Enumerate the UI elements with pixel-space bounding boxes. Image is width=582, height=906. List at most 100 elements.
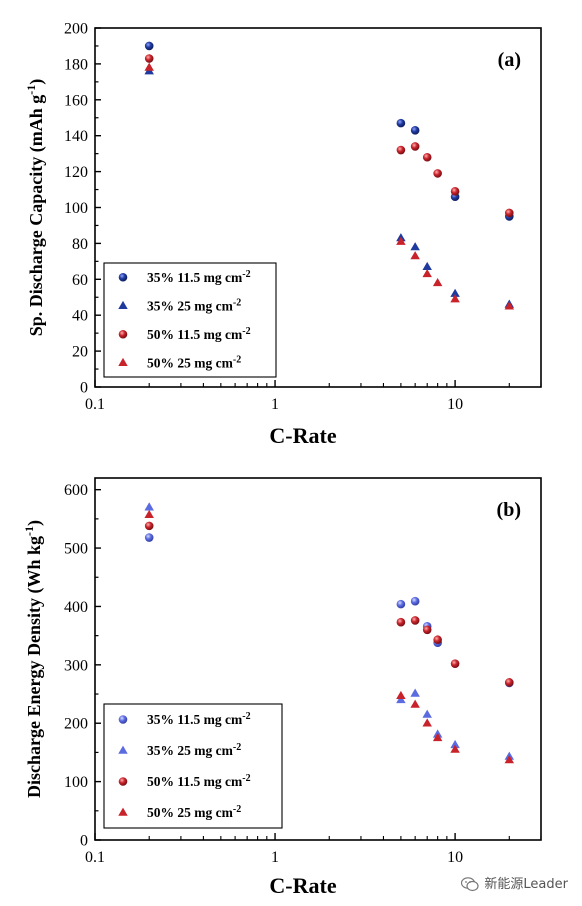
x-axis-label: C-Rate: [269, 873, 336, 898]
data-point: [144, 502, 154, 511]
legend-marker: [118, 807, 128, 816]
legend-label: 35% 11.5 mg cm-2: [147, 711, 251, 728]
y-tick-label: 20: [72, 344, 88, 361]
data-point: [410, 126, 420, 135]
x-tick-label: 0.1: [85, 849, 105, 866]
data-point: [422, 269, 432, 278]
legend-label: 50% 25 mg cm-2: [147, 354, 241, 371]
watermark: 新能源Leader: [461, 873, 568, 892]
data-point: [450, 739, 460, 749]
y-tick-label: 400: [64, 599, 88, 616]
chart-panel-a: 0 20 40 60 80 100 120 140 160 180 200 0.1 1 10 C-Rate S…: [24, 21, 542, 448]
y-axis-label: Discharge Energy Density (Wh kg-1): [22, 520, 45, 798]
y-tick-label: 100: [64, 774, 88, 791]
y-tick-label: 300: [64, 657, 88, 674]
y-tick-label: 120: [64, 164, 88, 181]
data-point: [432, 732, 443, 742]
data-point: [432, 277, 443, 287]
data-point: [410, 596, 420, 606]
data-point: [396, 145, 406, 155]
data-point: [410, 142, 420, 151]
x-tick-label: 1: [271, 849, 279, 866]
legend-label: 35% 11.5 mg cm-2: [147, 268, 251, 285]
data-point: [144, 533, 154, 542]
chart-panel-b: 0 100 200 300 400 500 600 0.1 1 10 C-Rate Discharge…: [22, 477, 542, 898]
data-point: [504, 301, 515, 310]
data-point: [504, 208, 514, 218]
data-point: [504, 755, 515, 764]
data-point: [450, 288, 460, 297]
data-point: [144, 62, 154, 71]
data-point: [410, 242, 420, 251]
data-point: [410, 251, 420, 260]
watermark-text: 新能源Leader: [484, 877, 568, 892]
y-tick-label: 180: [64, 56, 88, 73]
x-tick-label: 0.1: [85, 396, 105, 413]
series-3: [144, 54, 514, 218]
data-point: [410, 616, 420, 625]
y-tick-label: 0: [80, 833, 88, 850]
legend-marker: [118, 745, 128, 754]
legend-box: [103, 703, 283, 829]
data-point: [396, 617, 406, 627]
y-tick-label: 100: [64, 200, 88, 217]
y-tick-label: 60: [72, 272, 88, 289]
series-3: [144, 521, 514, 687]
x-tick-label: 1: [271, 396, 279, 413]
data-point: [450, 744, 460, 753]
data-point: [396, 236, 406, 245]
data-point: [144, 54, 154, 63]
legend: 35% 11.5 mg cm-2 35% 25 mg cm-2 50% 11.5 m…: [103, 703, 283, 829]
x-tick-label: 10: [447, 849, 463, 866]
legend-label: 50% 11.5 mg cm-2: [147, 773, 251, 790]
data-point: [422, 152, 432, 162]
y-tick-label: 0: [80, 380, 88, 397]
plot-frame: [94, 477, 542, 841]
series-4: [144, 509, 515, 764]
data-point: [144, 41, 154, 51]
data-point: [410, 699, 420, 708]
y-tick-label: 160: [64, 92, 88, 109]
data-point: [422, 718, 432, 727]
data-point: [422, 261, 432, 271]
legend-label: 50% 11.5 mg cm-2: [147, 325, 251, 342]
panel-label: (a): [498, 49, 521, 71]
y-tick-label: 80: [72, 236, 88, 253]
legend-label: 35% 25 mg cm-2: [147, 297, 241, 314]
x-tick-label: 10: [447, 396, 463, 413]
y-axis-label: Sp. Discharge Capacity (mAh g-1): [24, 79, 47, 337]
data-point: [433, 169, 442, 178]
y-tick-label: 40: [72, 308, 88, 325]
y-tick-label: 600: [64, 482, 88, 499]
data-point: [410, 688, 420, 697]
data-point: [422, 625, 432, 635]
y-tick-label: 200: [64, 21, 88, 38]
data-point: [396, 690, 406, 700]
data-point: [144, 521, 154, 531]
y-tick-label: 500: [64, 541, 88, 558]
legend-marker: [118, 715, 128, 724]
x-axis-label: C-Rate: [269, 423, 336, 448]
y-tick-label: 140: [64, 128, 88, 145]
data-point: [504, 678, 514, 687]
data-point: [450, 659, 460, 668]
data-point: [450, 187, 460, 196]
legend-marker: [118, 272, 128, 282]
legend-marker: [118, 357, 128, 367]
data-point: [450, 294, 460, 303]
y-tick-label: 200: [64, 716, 88, 733]
legend-label: 35% 25 mg cm-2: [147, 742, 241, 759]
data-point: [396, 694, 406, 704]
series-4: [144, 62, 515, 310]
legend-marker: [118, 329, 128, 339]
legend-label: 50% 25 mg cm-2: [147, 804, 241, 821]
data-point: [422, 709, 432, 718]
data-point: [433, 635, 442, 645]
data-point: [396, 599, 406, 609]
legend-marker: [118, 300, 128, 310]
legend: 35% 11.5 mg cm-2 35% 25 mg cm-2 50% 11.5 m…: [103, 262, 277, 378]
wechat-icon: [461, 877, 480, 892]
data-point: [396, 118, 406, 128]
legend-box: [103, 262, 277, 378]
